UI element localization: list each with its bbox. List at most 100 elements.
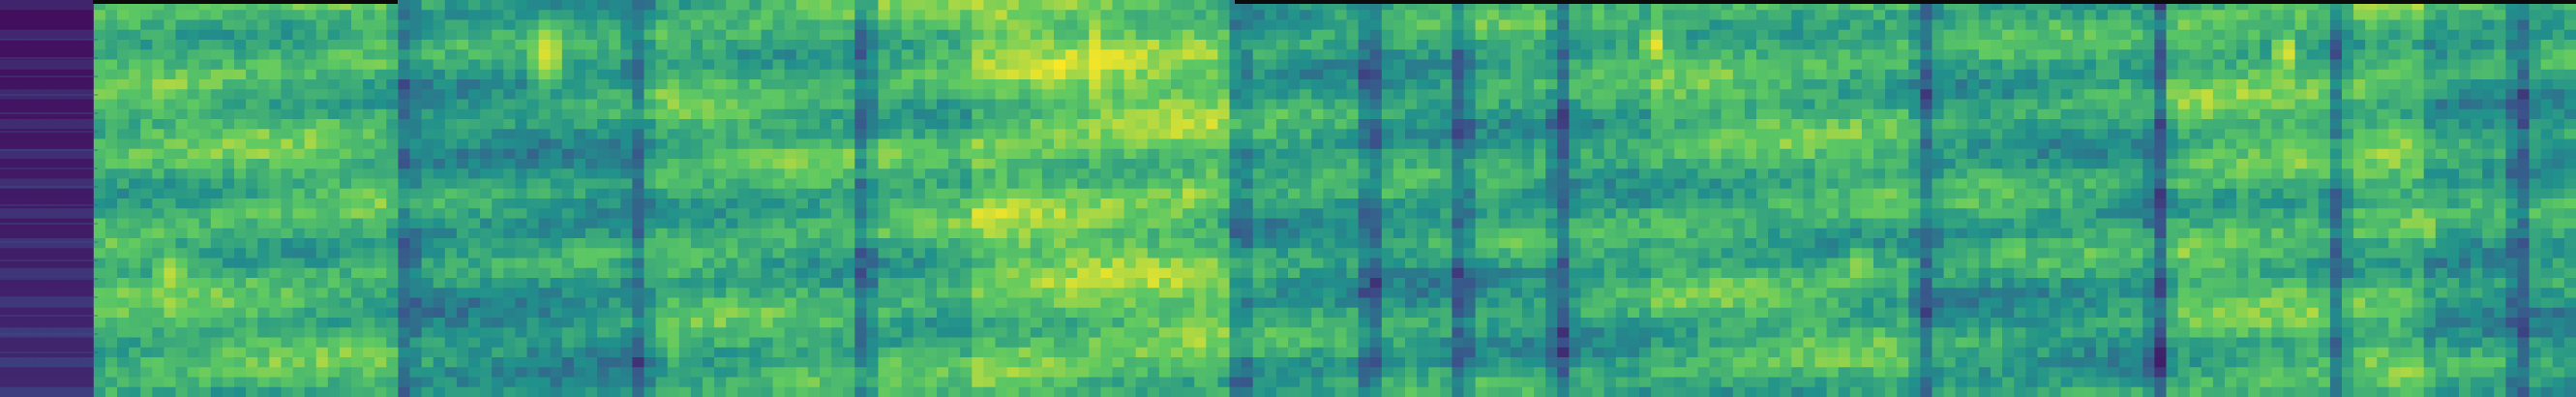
spectrogram-cell [117,99,130,110]
spectrogram-cell [644,69,657,80]
spectrogram-cell [515,347,528,358]
spectrogram-cell [1217,318,1231,329]
spectrogram-cell [1264,267,1277,279]
spectrogram-cell [866,288,880,299]
spectrogram-cell [257,138,271,150]
spectrogram-cell [468,258,481,269]
spectrogram-cell [93,119,106,131]
spectrogram-cell [831,337,844,349]
spectrogram-cell [1417,99,1429,110]
spectrogram-cell [81,337,95,349]
spectrogram-cell [924,248,938,260]
spectrogram-cell [444,258,458,269]
spectrogram-cell [35,178,48,190]
spectrogram-cell [1334,367,1348,379]
spectrogram-cell [304,168,317,180]
spectrogram-cell [960,367,973,379]
spectrogram-cell [726,119,739,131]
spectrogram-cell [140,327,154,339]
spectrogram-cell [972,278,985,290]
spectrogram-cell [23,49,37,61]
spectrogram-cell [456,148,469,160]
spectrogram-cell [140,49,154,61]
spectrogram-cell [807,0,821,12]
spectrogram-cell [1346,258,1360,269]
spectrogram-cell [609,377,622,388]
spectrogram-cell [444,288,458,299]
spectrogram-cell [960,29,973,41]
spectrogram-cell [854,89,868,101]
spectrogram-cell [409,258,423,269]
spectrogram-cell [1334,10,1348,21]
spectrogram-cell [492,89,505,101]
spectrogram-cell [854,178,868,190]
spectrogram-cell [35,367,48,379]
spectrogram-cell [339,386,352,397]
spectrogram-cell [140,228,154,239]
spectrogram-cell [937,188,949,199]
spectrogram-cell [374,89,388,101]
spectrogram-cell [444,347,458,358]
spectrogram-cell [1135,148,1149,160]
spectrogram-cell [1288,89,1301,101]
spectrogram-cell [573,178,586,190]
spectrogram-cell [1065,198,1078,210]
spectrogram-cell [983,159,997,170]
spectrogram-cell [913,79,926,91]
spectrogram-cell [222,218,235,229]
spectrogram-cell [1206,168,1219,180]
spectrogram-cell [995,238,1008,250]
spectrogram-cell [585,79,598,91]
spectrogram-cell [597,386,610,397]
spectrogram-cell [386,40,400,51]
spectrogram-cell [269,347,283,358]
spectrogram-cell [23,327,37,339]
spectrogram-cell [421,19,434,31]
spectrogram-cell [573,248,586,260]
spectrogram-cell [1440,148,1453,160]
spectrogram-cell [1241,288,1254,299]
spectrogram-cell [1123,278,1137,290]
spectrogram-cell [667,218,680,229]
spectrogram-cell [1041,337,1055,349]
spectrogram-cell [1311,40,1325,51]
spectrogram-cell [761,386,774,397]
spectrogram-cell [901,29,914,41]
spectrogram-cell [1123,228,1137,239]
spectrogram-cell [257,148,271,160]
spectrogram-cell [351,347,364,358]
spectrogram-cell [1417,108,1429,120]
spectrogram-cell [948,208,961,220]
spectrogram-cell [1089,297,1102,309]
spectrogram-cell [222,108,235,120]
spectrogram-cell [210,29,224,41]
spectrogram-cell [1405,327,1418,339]
spectrogram-cell [1229,228,1243,239]
spectrogram-cell [35,377,48,388]
spectrogram-cell [995,49,1008,61]
spectrogram-cell [703,327,715,339]
spectrogram-cell [995,19,1008,31]
spectrogram-cell [304,129,317,140]
spectrogram-cell [795,288,809,299]
spectrogram-cell [257,159,271,170]
spectrogram-cell [117,367,130,379]
spectrogram-cell [737,218,751,229]
spectrogram-cell [678,347,692,358]
spectrogram-cell [784,69,797,80]
spectrogram-cell [339,79,352,91]
spectrogram-cell [831,267,844,279]
spectrogram-cell [667,386,680,397]
spectrogram-cell [0,288,13,299]
spectrogram-cell [538,178,552,190]
spectrogram-cell [632,208,645,220]
spectrogram-cell [1405,347,1418,358]
spectrogram-cell [772,337,786,349]
spectrogram-cell [831,138,844,150]
spectrogram-cell [538,337,552,349]
spectrogram-cell [93,357,106,369]
spectrogram-cell [561,347,575,358]
spectrogram-cell [937,278,949,290]
spectrogram-cell [784,159,797,170]
spectrogram-cell [960,278,973,290]
